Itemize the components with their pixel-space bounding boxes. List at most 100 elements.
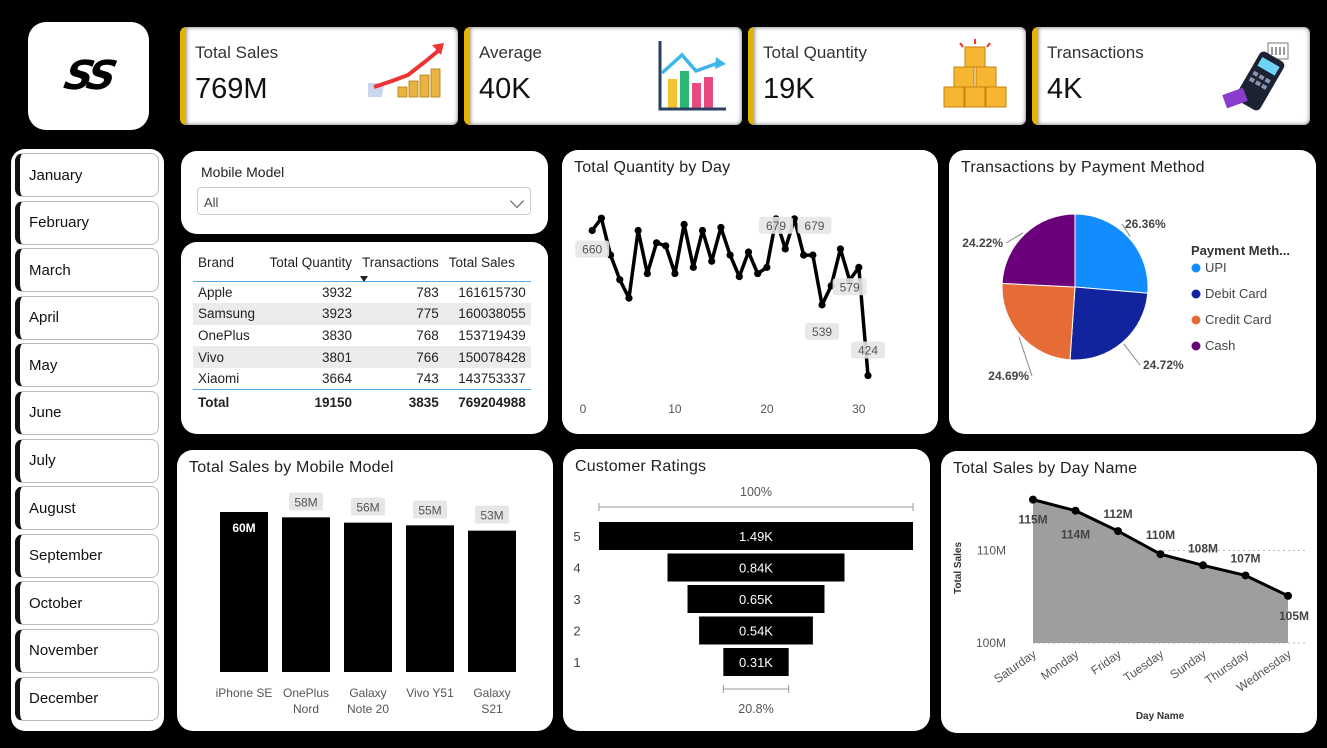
x-tick-label: Tuesday (1121, 647, 1166, 685)
table-row[interactable]: Samsung 3923 775 160038055 (193, 302, 531, 325)
table-cell: 769204988 (458, 395, 526, 411)
category-label: Vivo Y51 (406, 686, 454, 700)
legend-item: Debit Card (1205, 286, 1267, 301)
data-point (616, 276, 624, 284)
area-fill (1033, 499, 1288, 643)
data-point (652, 239, 661, 247)
funnel-value-label: 1.49K (739, 529, 773, 544)
table-row[interactable]: Apple 3932 783 161615730 (193, 281, 531, 303)
data-point (836, 245, 845, 253)
data-point (588, 226, 596, 235)
pie-slice-debit-card (1069, 286, 1149, 361)
data-label: 679 (804, 219, 824, 233)
x-tick-label: 0 (580, 402, 587, 416)
month-button-july[interactable]: July (15, 438, 159, 483)
month-button-november[interactable]: November (15, 628, 159, 673)
y-tick-label: 110M (977, 544, 1006, 558)
x-tick-label: Friday (1088, 647, 1123, 678)
funnel-bottom-bracket (722, 685, 790, 693)
table-row[interactable]: Vivo 3801 766 150078428 (193, 346, 531, 369)
leader-line (1123, 343, 1141, 366)
funnel-category-label: 2 (573, 624, 580, 639)
data-label: 108M (1188, 541, 1218, 555)
data-point (818, 301, 826, 309)
logo-card: SS (28, 22, 149, 130)
data-point (726, 251, 734, 259)
bar (406, 525, 454, 672)
month-button-august[interactable]: August (15, 486, 159, 531)
x-axis-title: Day Name (1136, 711, 1185, 722)
series-line (590, 216, 870, 376)
data-label: 115M (1018, 513, 1047, 527)
kpi-transactions: Transactions 4K (1032, 27, 1310, 125)
table-cell: Total (198, 395, 230, 411)
data-point (754, 269, 762, 278)
data-point (809, 251, 817, 259)
column-header[interactable]: Brand (198, 255, 235, 270)
kpi-value: 19K (763, 73, 815, 105)
customer-ratings-chart: 100% 1.49K 5 0.84K 4 0.65K 3 0.54K 2 0.31K 1 20.8% … (563, 449, 930, 731)
quantity-by-day-chart: 0 10 20 30 660 679 679 539 579 424 Total Quantity… (562, 150, 938, 434)
payment-method-chart: 26.36% 24.72% 24.69% 24.22% Payment Meth... U… (949, 150, 1316, 434)
data-point (1114, 527, 1122, 536)
month-button-october[interactable]: October (15, 581, 159, 626)
data-label-bg (851, 341, 885, 359)
month-button-february[interactable]: February (15, 200, 159, 245)
legend-marker (1191, 289, 1201, 299)
month-button-april[interactable]: April (15, 295, 159, 340)
column-header[interactable]: Total Sales (448, 255, 515, 270)
brand-table: Brand Total Quantity Transactions Total … (193, 255, 531, 412)
column-header[interactable]: Total Quantity (269, 255, 352, 270)
bar-label-bg (475, 505, 509, 524)
slice-label: 24.69% (988, 369, 1029, 383)
leader-line (1121, 223, 1131, 237)
data-point (717, 223, 725, 232)
data-point (597, 214, 605, 222)
table-cell: OnePlus (198, 327, 250, 343)
funnel-top-percent: 100% (740, 485, 772, 499)
column-header-sorted[interactable]: Transactions (357, 255, 444, 282)
data-point (625, 294, 633, 302)
funnel-bar (599, 522, 913, 550)
bar-value-label: 56M (356, 501, 379, 515)
y-axis-title: Total Sales (953, 542, 964, 594)
data-point (680, 220, 688, 228)
data-point (1284, 591, 1292, 600)
data-point (1071, 506, 1080, 515)
mobile-model-dropdown[interactable]: All (197, 187, 531, 215)
month-button-march[interactable]: March (15, 248, 159, 293)
growth-chart-coins-icon (368, 43, 444, 98)
kpi-label: Total Quantity (763, 43, 867, 62)
table-cell: Samsung (193, 302, 261, 325)
table-row[interactable]: OnePlus 3830 768 153719439 (193, 325, 531, 347)
funnel-category-label: 1 (573, 655, 580, 670)
funnel-value-label: 0.54K (739, 624, 773, 639)
month-button-december[interactable]: December (15, 676, 159, 721)
chart-title: Total Quantity by Day (574, 159, 731, 176)
sales-by-model-chart: 60M iPhone SE 58M OnePlus Nord 56M Galaxy Note … (177, 450, 553, 731)
data-label: 679 (766, 219, 786, 233)
logo: SS (60, 53, 117, 99)
month-button-may[interactable]: May (15, 343, 159, 388)
data-point (763, 263, 771, 271)
month-button-june[interactable]: June (15, 390, 159, 435)
area-chart: 100M 110M 115M Saturday 114M Monday 112M Friday… (953, 495, 1309, 722)
table-row[interactable]: Xiaomi 3664 743 143753337 (193, 368, 531, 390)
y-tick-label: 100M (976, 636, 1006, 650)
data-point (1199, 561, 1207, 570)
leader-line (1005, 232, 1024, 244)
table-cell: 143753337 (458, 371, 526, 387)
data-point (643, 269, 651, 278)
slice-label: 24.72% (1143, 358, 1184, 372)
line-chart: 0 10 20 30 660 679 679 539 579 424 (575, 214, 885, 416)
month-button-september[interactable]: September (15, 533, 159, 578)
table-cell: Vivo (193, 346, 261, 369)
month-slicer-panel: January February March April May June July Augu… (11, 149, 164, 731)
data-point (1241, 571, 1250, 580)
pie-slice-cash (1001, 213, 1076, 288)
data-point (708, 257, 716, 265)
month-button-january[interactable]: January (15, 153, 159, 197)
category-label: OnePlus (283, 686, 329, 700)
data-point (1156, 550, 1165, 559)
funnel-category-label: 4 (573, 561, 580, 576)
